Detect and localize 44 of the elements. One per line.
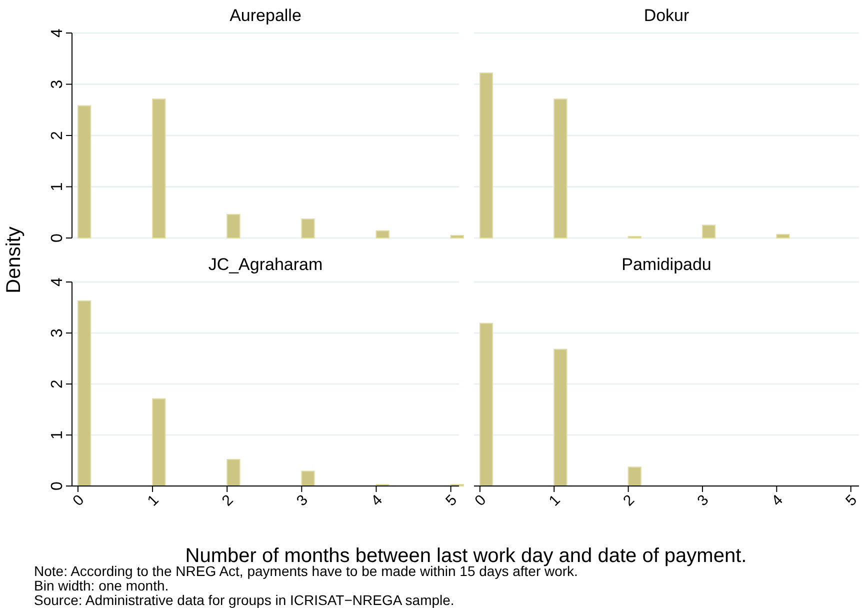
x-tick-label: 5 xyxy=(842,492,860,510)
x-tick-label: 3 xyxy=(293,492,312,510)
x-tick-label: 4 xyxy=(368,492,386,510)
x-tick-label: 0 xyxy=(472,492,490,510)
x-tick-label: 0 xyxy=(70,492,88,510)
bar xyxy=(226,458,240,486)
x-tick-label: 5 xyxy=(442,492,460,510)
y-tick-label: 4 xyxy=(49,277,66,286)
x-tick-label: 3 xyxy=(694,492,712,510)
x-tick-label: 1 xyxy=(546,492,564,510)
y-tick-label: 1 xyxy=(49,430,66,440)
bar xyxy=(77,300,92,486)
y-tick-label: 1 xyxy=(49,182,66,192)
x-tick-label: 2 xyxy=(620,492,638,510)
y-tick-label: 0 xyxy=(49,233,66,242)
source-note: Source: Administrative data for groups in ICRISAT−NREGA sample. xyxy=(34,592,454,608)
bar xyxy=(226,214,240,238)
bar xyxy=(776,234,790,238)
bar xyxy=(301,218,315,238)
bar xyxy=(450,234,464,238)
y-tick-label: 3 xyxy=(49,328,66,338)
bar xyxy=(554,98,568,238)
bar xyxy=(376,230,390,238)
bar xyxy=(479,72,494,238)
chart-title: JC_Agraharam xyxy=(208,255,323,274)
y-axis-title: Density xyxy=(3,226,25,294)
bar xyxy=(77,105,92,238)
y-tick-label: 4 xyxy=(49,28,66,38)
bar xyxy=(152,398,166,486)
text: Bin width: one month. xyxy=(34,578,169,594)
chart-title: Pamidipadu xyxy=(622,255,712,274)
bar xyxy=(702,224,716,238)
y-tick-label: 3 xyxy=(49,80,66,89)
bar xyxy=(152,98,166,238)
y-tick-label: 2 xyxy=(49,130,66,140)
bar xyxy=(301,470,315,486)
x-tick-label: 1 xyxy=(144,492,162,510)
chart-title: Aurepalle xyxy=(230,6,302,25)
chart-title: Dokur xyxy=(644,6,690,25)
x-axis-title: Number of months between last work day and date of payment. xyxy=(185,545,747,567)
y-tick-label: 0 xyxy=(49,481,66,490)
y-tick-label: 2 xyxy=(49,379,66,388)
x-tick-label: 2 xyxy=(218,492,237,510)
x-tick-label: 4 xyxy=(768,492,786,510)
